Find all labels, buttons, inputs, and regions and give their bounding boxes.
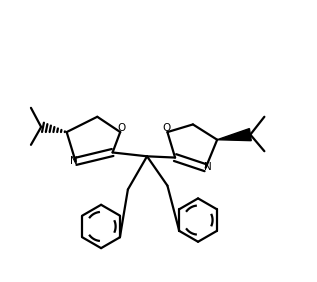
Polygon shape [217, 129, 251, 141]
Text: O: O [163, 123, 171, 133]
Text: N: N [70, 156, 77, 166]
Text: O: O [117, 123, 125, 133]
Text: N: N [204, 162, 212, 172]
